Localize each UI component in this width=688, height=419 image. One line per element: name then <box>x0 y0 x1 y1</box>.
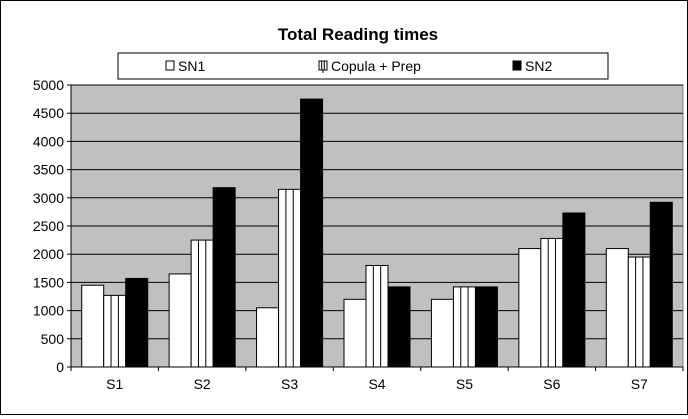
legend-label: SN1 <box>178 58 205 74</box>
bar-copula-prep-s7 <box>627 256 651 368</box>
y-tick-label: 3000 <box>33 190 64 206</box>
legend-swatch <box>165 60 175 71</box>
y-tick-label: 0 <box>56 359 64 375</box>
bar-sn2-s7 <box>649 201 673 368</box>
bar-sn2-s1 <box>125 277 149 368</box>
x-tick-label: S3 <box>281 376 298 392</box>
y-tick-label: 4500 <box>33 105 64 121</box>
bar-copula-prep-s1 <box>103 294 127 368</box>
bars <box>81 98 673 368</box>
y-tick-label: 1000 <box>33 303 64 319</box>
bar-sn1-s5 <box>430 298 454 368</box>
bar-sn1-s6 <box>518 248 542 368</box>
bar-sn2-s2 <box>212 187 236 368</box>
bar-copula-prep-s3 <box>278 188 302 368</box>
legend-swatch <box>318 60 328 71</box>
legend-label: SN2 <box>525 58 552 74</box>
legend: SN1 Copula + Prep SN2 <box>117 52 609 80</box>
bar-sn1-s7 <box>605 248 629 368</box>
legend-swatch <box>512 60 522 71</box>
x-tick-label: S1 <box>106 376 123 392</box>
axes <box>67 84 684 371</box>
bar-copula-prep-s6 <box>540 237 564 368</box>
bar-sn2-s5 <box>474 286 498 368</box>
chart-title: Total Reading times <box>278 25 438 44</box>
legend-items: SN1 Copula + Prep SN2 <box>165 58 552 74</box>
bar-sn2-s4 <box>387 286 411 368</box>
x-tick-labels: S1 S2 S3 S4 S5 S6 S7 <box>106 376 648 392</box>
x-tick-label: S5 <box>456 376 473 392</box>
y-tick-label: 500 <box>41 331 65 347</box>
x-tick-label: S2 <box>194 376 211 392</box>
y-tick-label: 4000 <box>33 133 64 149</box>
bar-sn2-s3 <box>300 98 324 368</box>
y-tick-label: 2500 <box>33 218 64 234</box>
legend-box <box>117 52 609 80</box>
bar-copula-prep-s4 <box>365 264 389 368</box>
bar-copula-prep-s2 <box>190 239 214 368</box>
bar-sn2-s6 <box>562 212 586 368</box>
y-tick-label: 2000 <box>33 246 64 262</box>
legend-label: Copula + Prep <box>331 58 421 74</box>
bar-sn1-s3 <box>256 307 280 368</box>
bar-copula-prep-s5 <box>452 286 476 368</box>
x-tick-label: S7 <box>631 376 648 392</box>
bar-sn1-s1 <box>81 284 105 368</box>
x-tick-label: S4 <box>368 376 385 392</box>
bar-sn1-s2 <box>168 273 192 368</box>
y-tick-labels: 0 500 1000 1500 2000 2500 3000 3500 4000 4500 5000 <box>33 77 64 375</box>
bar-sn1-s4 <box>343 298 367 368</box>
y-tick-label: 5000 <box>33 77 64 93</box>
y-tick-label: 3500 <box>33 162 64 178</box>
x-tick-label: S6 <box>543 376 560 392</box>
y-tick-label: 1500 <box>33 274 64 290</box>
